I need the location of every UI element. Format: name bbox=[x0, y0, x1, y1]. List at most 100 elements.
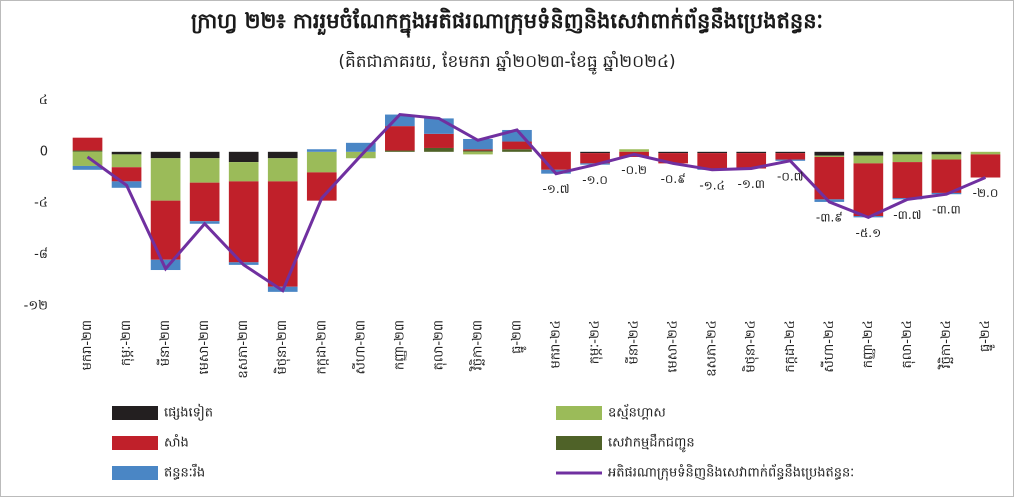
bar-segment bbox=[658, 153, 688, 164]
bar-segment bbox=[658, 151, 688, 154]
data-label: -១.៤ bbox=[699, 178, 725, 192]
y-tick-label: -៨ bbox=[34, 247, 48, 262]
bar-segment bbox=[150, 158, 181, 201]
line-series bbox=[86, 112, 987, 293]
legend-label: សាំង bbox=[164, 434, 189, 451]
bar-segment bbox=[111, 167, 142, 182]
x-tick-label: មីនា-២៤ bbox=[625, 320, 642, 364]
bar-segment bbox=[892, 154, 923, 163]
y-tick-label: ៤ bbox=[39, 93, 48, 108]
x-tick-label: កក្កដា-២៣ bbox=[314, 320, 329, 375]
x-tick-label: តុលា-២៤ bbox=[900, 320, 916, 369]
bar-segment bbox=[111, 151, 142, 155]
data-label: -៣.៧ bbox=[893, 208, 921, 222]
bar-segment bbox=[853, 151, 884, 156]
bar-segment bbox=[228, 162, 259, 182]
bar-segment bbox=[853, 155, 884, 164]
data-label: -៥.១ bbox=[855, 226, 881, 240]
data-label: -៣.៣ bbox=[932, 203, 961, 217]
x-tick-label: មករា-២៤ bbox=[549, 320, 564, 369]
x-tick-label: កក្កដា-២៤ bbox=[783, 320, 798, 373]
bar-segment bbox=[306, 151, 337, 173]
bar-segment bbox=[970, 151, 1001, 155]
x-tick-label: មេសា-២៣ bbox=[197, 320, 212, 375]
bar-segment bbox=[775, 153, 806, 160]
chart-subtitle: (គិតជាភាគរយ, ខែមករា ឆ្នាំ២០២៣-ខែធ្នូ ឆ្ន… bbox=[338, 50, 675, 75]
bar-segment bbox=[619, 149, 649, 152]
data-label: -១.០ bbox=[582, 173, 608, 187]
bar-segment bbox=[385, 126, 415, 151]
data-label: -០.៧ bbox=[777, 169, 803, 183]
x-tick-label: សីហា-២៤ bbox=[820, 320, 837, 373]
bar-segment bbox=[463, 151, 493, 155]
legend-label: ផ្សេងទៀត bbox=[164, 404, 213, 422]
bar-segment bbox=[463, 150, 493, 152]
bar-segment bbox=[970, 154, 1001, 178]
bar-segment bbox=[892, 162, 923, 199]
bar-segment bbox=[424, 118, 454, 134]
legend-swatch bbox=[112, 406, 158, 420]
x-tick-label: ធ្នូ-២៣ bbox=[509, 320, 526, 354]
bar-segment bbox=[931, 159, 962, 193]
x-tick-label: កញ្ញា-២៤ bbox=[861, 320, 876, 368]
bar-segment bbox=[72, 165, 103, 170]
y-tick-label: 0 bbox=[40, 144, 48, 159]
bar-segment bbox=[189, 182, 220, 222]
bar-segment bbox=[306, 149, 337, 152]
x-tick-label: មិថុនា-២៤ bbox=[742, 320, 760, 373]
bar-segment bbox=[775, 151, 806, 154]
x-tick-label: តុលា-២៣ bbox=[431, 320, 447, 370]
bar-segment bbox=[736, 151, 767, 154]
x-tick-label: កុម្ភៈ-២៣ bbox=[119, 320, 135, 366]
x-tick-label: មករា-២៣ bbox=[80, 320, 95, 370]
bar-segment bbox=[502, 149, 532, 152]
bar-segment bbox=[150, 259, 181, 271]
x-tick-label: វិច្ឆិកា-២៤ bbox=[937, 320, 954, 369]
legend-swatch bbox=[556, 406, 602, 420]
legend-swatch bbox=[112, 466, 158, 480]
bar-segment bbox=[502, 129, 532, 142]
bar-segment bbox=[189, 158, 220, 183]
x-tick-label: វិច្ឆិកា-២៣ bbox=[468, 320, 485, 371]
bar-segment bbox=[463, 138, 493, 150]
legend-label: សេវាកម្មដឹកជញ្ជូន bbox=[608, 434, 695, 453]
bar-segment bbox=[267, 158, 298, 182]
bar-segment bbox=[111, 154, 142, 168]
bar-segment bbox=[697, 153, 728, 169]
bar-segment bbox=[72, 137, 103, 151]
bar-segment bbox=[345, 142, 376, 152]
bar-segment bbox=[814, 151, 845, 156]
legend-label: អតិផរណាក្រុមទំនិញនិងសេវាពាក់ព័ន្ធនឹងប្រេ… bbox=[608, 464, 854, 482]
legend-label: ឧស្ម័នហ្គាស bbox=[608, 404, 666, 421]
bar-segment bbox=[736, 153, 767, 169]
x-tick-label: មិថុនា-២៣ bbox=[273, 320, 291, 375]
bar-segment bbox=[931, 154, 962, 160]
bar-segment bbox=[502, 141, 532, 150]
bar-segment bbox=[853, 163, 884, 217]
bar-segment bbox=[892, 151, 923, 155]
bar-segment bbox=[150, 200, 181, 260]
x-tick-label: មីនា-២៣ bbox=[156, 320, 173, 366]
bar-segment bbox=[385, 150, 415, 152]
x-tick-label: កុម្ភៈ-២៤ bbox=[588, 320, 604, 364]
bar-segment bbox=[228, 181, 259, 263]
bar-segment bbox=[267, 181, 298, 287]
data-label: -០.២ bbox=[621, 163, 647, 177]
bar-segment bbox=[72, 150, 103, 152]
data-label: -១.៧ bbox=[542, 182, 569, 196]
x-tick-label: ធ្នូ-២៤ bbox=[978, 320, 995, 352]
bar-segment bbox=[385, 114, 415, 127]
bar-segment bbox=[697, 151, 728, 154]
bar-segment bbox=[424, 133, 454, 148]
bar-segment bbox=[931, 151, 962, 155]
y-tick-label: -១២ bbox=[24, 299, 48, 314]
chart-title: ក្រាហ្វ ២២៖ ការរួមចំណែកក្នុងអតិផរណាក្រុម… bbox=[191, 7, 823, 38]
data-label: -០.៩ bbox=[661, 172, 686, 186]
bar-segment bbox=[189, 151, 220, 159]
x-tick-label: មេសា-២៤ bbox=[666, 320, 681, 373]
x-tick-label: សីហា-២៣ bbox=[351, 320, 368, 375]
x-tick-label: ឧសភា-២៣ bbox=[236, 320, 251, 379]
bar-segment bbox=[580, 151, 610, 154]
legend-swatch bbox=[556, 436, 602, 450]
